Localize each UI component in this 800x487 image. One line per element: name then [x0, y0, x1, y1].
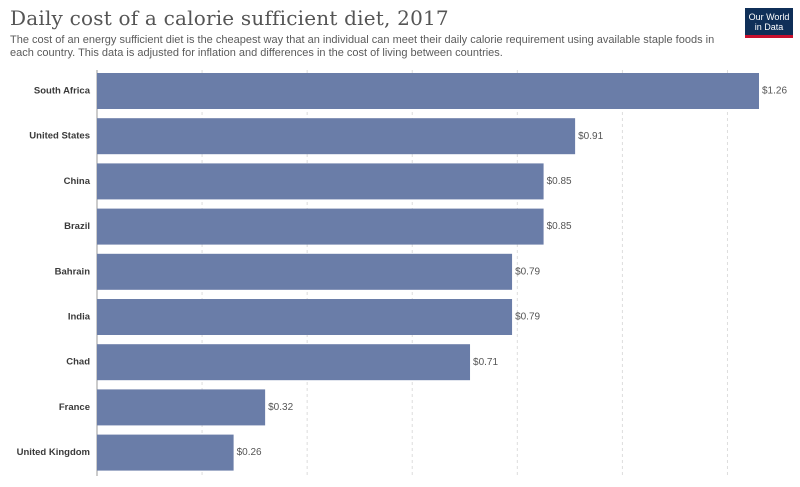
- chart-title: Daily cost of a calorie sufficient diet,…: [10, 6, 449, 30]
- category-label-0: South Africa: [34, 86, 91, 97]
- chart-subtitle: The cost of an energy sufficient diet is…: [10, 34, 715, 59]
- owid-logo[interactable]: Our World in Data: [745, 8, 793, 38]
- bar-5[interactable]: [97, 299, 513, 335]
- bars: South Africa $1.26 United States $0.91 China…: [17, 73, 787, 471]
- category-label-8: United Kingdom: [17, 447, 90, 458]
- bar-3[interactable]: [97, 208, 544, 245]
- category-label-2: China: [64, 176, 91, 187]
- value-label-3: $0.85: [547, 221, 572, 232]
- category-label-1: United States: [29, 131, 90, 142]
- value-label-8: $0.26: [237, 447, 262, 458]
- value-label-0: $1.26: [762, 86, 787, 97]
- category-label-6: Chad: [66, 357, 90, 368]
- bar-2[interactable]: [97, 163, 544, 200]
- value-label-4: $0.79: [515, 266, 540, 277]
- bar-8[interactable]: [97, 434, 234, 471]
- category-label-5: India: [68, 312, 91, 323]
- bar-0[interactable]: [97, 73, 759, 109]
- bar-6[interactable]: [97, 344, 471, 381]
- bar-4[interactable]: [97, 253, 513, 290]
- value-label-5: $0.79: [515, 312, 540, 323]
- category-label-7: France: [59, 402, 90, 413]
- logo-line-1: Our World: [748, 12, 790, 22]
- value-label-1: $0.91: [578, 131, 603, 142]
- value-label-7: $0.32: [268, 402, 293, 413]
- category-label-4: Bahrain: [55, 266, 91, 277]
- bar-1[interactable]: [97, 118, 576, 155]
- category-label-3: Brazil: [64, 221, 90, 232]
- bar-7[interactable]: [97, 389, 266, 426]
- logo-line-2: in Data: [754, 22, 784, 32]
- value-label-6: $0.71: [473, 357, 498, 368]
- value-label-2: $0.85: [547, 176, 572, 187]
